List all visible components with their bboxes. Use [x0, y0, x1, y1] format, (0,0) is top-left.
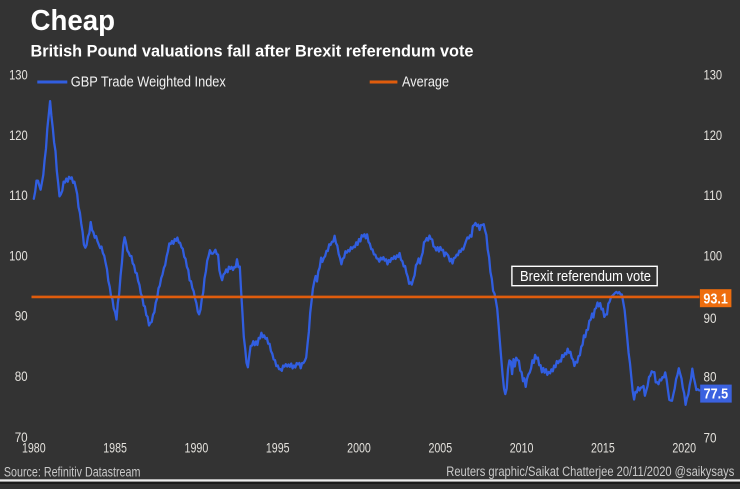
- svg-text:1980: 1980: [22, 440, 46, 456]
- svg-text:70: 70: [704, 431, 717, 446]
- svg-text:GBP Trade Weighted Index: GBP Trade Weighted Index: [71, 75, 227, 91]
- svg-text:130: 130: [9, 68, 28, 83]
- svg-text:Brexit referendum vote: Brexit referendum vote: [520, 269, 651, 285]
- svg-text:1990: 1990: [185, 440, 209, 456]
- svg-text:77.5: 77.5: [704, 387, 729, 403]
- svg-text:1985: 1985: [103, 440, 127, 456]
- svg-text:2020: 2020: [672, 440, 696, 456]
- svg-text:90: 90: [704, 311, 717, 326]
- svg-text:90: 90: [15, 309, 28, 324]
- svg-text:2005: 2005: [428, 440, 452, 456]
- svg-text:Cheap: Cheap: [31, 5, 116, 37]
- svg-text:British Pound valuations fall: British Pound valuations fall after Brex…: [31, 42, 474, 61]
- svg-text:2010: 2010: [510, 440, 534, 456]
- svg-text:Average: Average: [402, 75, 449, 91]
- svg-text:Source: Refinitiv Datastream: Source: Refinitiv Datastream: [4, 465, 141, 480]
- svg-text:120: 120: [704, 128, 723, 143]
- svg-text:80: 80: [704, 370, 717, 385]
- svg-text:120: 120: [9, 128, 28, 143]
- svg-text:130: 130: [704, 68, 723, 83]
- svg-text:100: 100: [9, 249, 28, 264]
- svg-text:100: 100: [704, 249, 723, 264]
- svg-text:110: 110: [704, 188, 723, 203]
- svg-text:80: 80: [15, 369, 28, 384]
- svg-text:2015: 2015: [591, 440, 615, 456]
- svg-text:Reuters graphic/Saikat Chatter: Reuters graphic/Saikat Chatterjee 20/11/…: [446, 464, 734, 479]
- svg-text:93.1: 93.1: [703, 291, 728, 307]
- svg-text:2000: 2000: [347, 440, 371, 456]
- svg-text:70: 70: [15, 430, 28, 445]
- svg-text:1995: 1995: [266, 440, 290, 456]
- svg-text:110: 110: [9, 188, 28, 203]
